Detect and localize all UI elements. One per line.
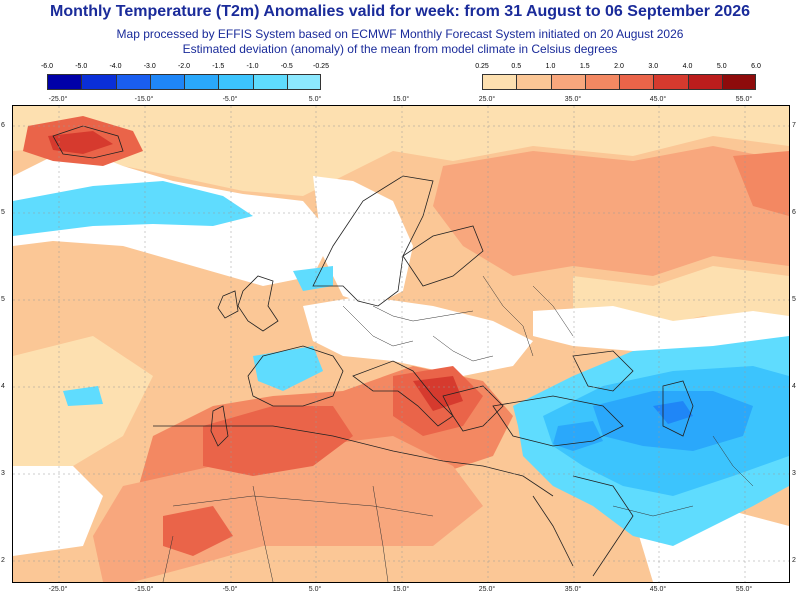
longitude-label: 55.0° [735, 586, 753, 593]
cold-spot-biscay [253, 346, 323, 391]
latitude-label: 7 [792, 122, 796, 129]
coastlines [52, 125, 694, 577]
warm-legend-swatch [482, 74, 517, 90]
country-borders [162, 275, 754, 582]
warm-legend-swatch [687, 74, 722, 90]
map-title: Monthly Temperature (T2m) Anomalies vali… [49, 3, 751, 20]
latitude-label: 5 [1, 209, 5, 216]
cold-anomaly-legend: -6.0 -5.0 -4.0 -3.0 -2.0 -1.5 -1.0 -0.5 -0.25 [41, 63, 329, 92]
cold-legend-swatch [115, 74, 150, 90]
cold-legend-tick-label: -6.0 [40, 63, 54, 70]
latitude-label: 5 [792, 296, 796, 303]
warm-spot-iceland-core [48, 131, 113, 154]
warm-legend-tick-label: 1.5 [579, 63, 590, 70]
map-subtitle-source: Map processed by EFFIS System based on E… [116, 27, 684, 41]
neutral-zone-central-europe [303, 296, 533, 376]
cold-spot-uk [293, 266, 333, 291]
cold-legend-tick-label: -3.0 [143, 63, 156, 70]
warm-legend-swatch [619, 74, 654, 90]
longitude-label: 45.0° [649, 586, 667, 593]
cold-legend-swatch [218, 74, 253, 90]
warm-legend-tick-label: 3.0 [648, 63, 659, 70]
longitude-label: 35.0° [564, 96, 582, 103]
longitude-label: 25.0° [478, 96, 496, 103]
cold-legend-tick-label: -0.5 [280, 63, 293, 70]
longitude-label: -25.0° [48, 586, 68, 593]
map-subtitle-units: Estimated deviation (anomaly) of the mea… [182, 42, 618, 56]
warm-core-iberia-africa [203, 406, 353, 476]
latitude-label: 6 [792, 209, 796, 216]
warm-legend-tick-label: 1.0 [545, 63, 556, 70]
cold-legend-swatch [47, 74, 82, 90]
latitude-label: 4 [1, 383, 5, 390]
anomaly-map-canvas [13, 106, 789, 582]
latitude-label: 3 [1, 470, 5, 477]
warm-spot-west-africa [163, 506, 233, 556]
latitude-label: 2 [1, 557, 5, 564]
warm-legend-tick-label: 4.0 [682, 63, 693, 70]
cold-legend-swatch [252, 74, 287, 90]
cold-legend-tick-label: -1.5 [212, 63, 225, 70]
warm-legend-tick-label: 6.0 [751, 63, 761, 70]
longitude-label: 45.0° [649, 96, 667, 103]
longitude-label: 15.0° [392, 96, 410, 103]
cold-band-atlantic [13, 181, 253, 236]
latitude-label: 6 [1, 122, 5, 129]
longitude-label: 15.0° [392, 586, 410, 593]
longitude-label: -25.0° [48, 96, 68, 103]
warm-legend-swatch [516, 74, 551, 90]
warm-legend-tick-label: 5.0 [716, 63, 727, 70]
longitude-label: -5.0° [222, 586, 238, 593]
latitude-label: 4 [792, 383, 796, 390]
latitude-label: 3 [792, 470, 796, 477]
cold-legend-tick-label: -1.0 [246, 63, 259, 70]
longitude-label: -5.0° [222, 96, 238, 103]
neutral-zone-russia [533, 306, 789, 356]
warm-spot-balkans [413, 376, 463, 411]
longitude-label: -15.0° [134, 96, 154, 103]
longitude-label: 5.0° [308, 96, 322, 103]
latitude-label: 5 [1, 296, 5, 303]
graticule [13, 106, 789, 582]
warm-field-light-north [13, 106, 789, 196]
warm-legend-tick-label: 2.0 [614, 63, 624, 70]
latitude-label: 2 [792, 557, 796, 564]
cold-legend-tick-label: -5.0 [75, 63, 88, 70]
warm-legend-swatch [584, 74, 619, 90]
longitude-label: 35.0° [564, 586, 582, 593]
cold-legend-swatch [184, 74, 219, 90]
warm-legend-swatch [721, 74, 756, 90]
warm-legend-tick-label: 0.25 [475, 63, 489, 70]
longitude-label: 25.0° [478, 586, 496, 593]
neutral-zone-ocean-south [13, 466, 103, 556]
cold-legend-swatch [81, 74, 116, 90]
warm-field-russia [433, 146, 789, 276]
anomaly-map[interactable] [12, 105, 790, 583]
cold-legend-tick-label: -0.25 [313, 63, 329, 70]
cold-spot-turkey [553, 421, 603, 451]
neutral-zone-scandinavia [313, 176, 413, 306]
cold-legend-tick-label: -2.0 [177, 63, 191, 70]
warm-legend-tick-label: 0.5 [511, 63, 522, 70]
cold-legend-tick-label: -4.0 [109, 63, 122, 70]
cold-spot-azores [63, 386, 103, 406]
cold-legend-swatch [149, 74, 184, 90]
warm-legend-swatch [653, 74, 688, 90]
longitude-label: 5.0° [308, 586, 322, 593]
cold-legend-swatch [286, 74, 321, 90]
longitude-label: 55.0° [735, 96, 753, 103]
warm-anomaly-legend: 0.25 0.5 1.0 1.5 2.0 3.0 4.0 5.0 6.0 [475, 63, 761, 92]
longitude-label: -15.0° [134, 586, 154, 593]
warm-spot-northeast [733, 151, 789, 216]
warm-legend-swatch [550, 74, 585, 90]
